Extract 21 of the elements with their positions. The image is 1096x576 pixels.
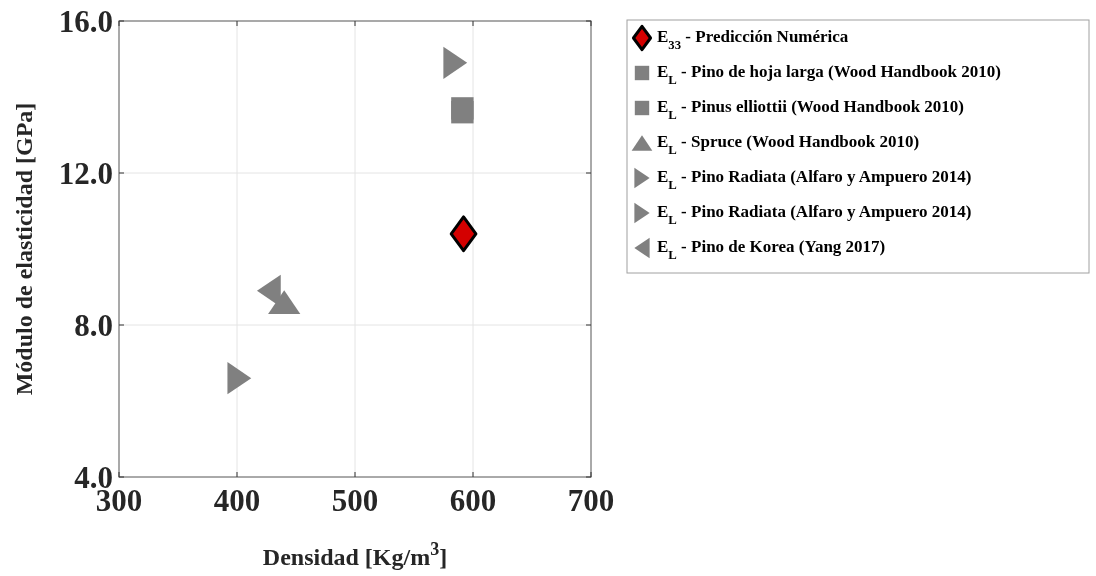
x-tick-label: 500 [331,483,379,518]
x-axis-title: Densidad [Kg/m$^{3}$] [262,539,448,570]
point [268,290,301,315]
point [256,274,281,307]
legend-label: E$_{L}$ - Pino Radiata (Alfaro y Ampuero 2014) [657,202,972,227]
legend-label: E$_{L}$ - Pinus elliottii (Wood Handbook 2010) [657,97,965,122]
legend-label: E$_{L}$ - Pino de hoja larga (Wood Handbook 2010) [657,62,1001,87]
legend-label: E$_{L}$ - Pino Radiata (Alfaro y Ampuero 2014) [657,167,972,192]
y-tick-label: 16.0 [58,3,113,39]
x-tick-label: 400 [213,483,261,518]
legend-label: E$_{L}$ - Spruce (Wood Handbook 2010) [657,132,920,157]
point [449,215,478,253]
x-tick-label: 600 [449,483,497,518]
point [443,46,468,79]
legend-label: E$_{L}$ - Pino de Korea (Yang 2017) [657,237,886,262]
point [227,362,252,395]
y-tick-label: 12.0 [58,155,113,191]
y-tick-label: 8.0 [74,307,113,343]
legend-label: E$_{33}$ - Predicción Numérica [657,27,849,52]
x-tick-label: 700 [567,483,615,518]
y-axis-title: Módulo de elasticidad [GPa] [11,102,37,396]
